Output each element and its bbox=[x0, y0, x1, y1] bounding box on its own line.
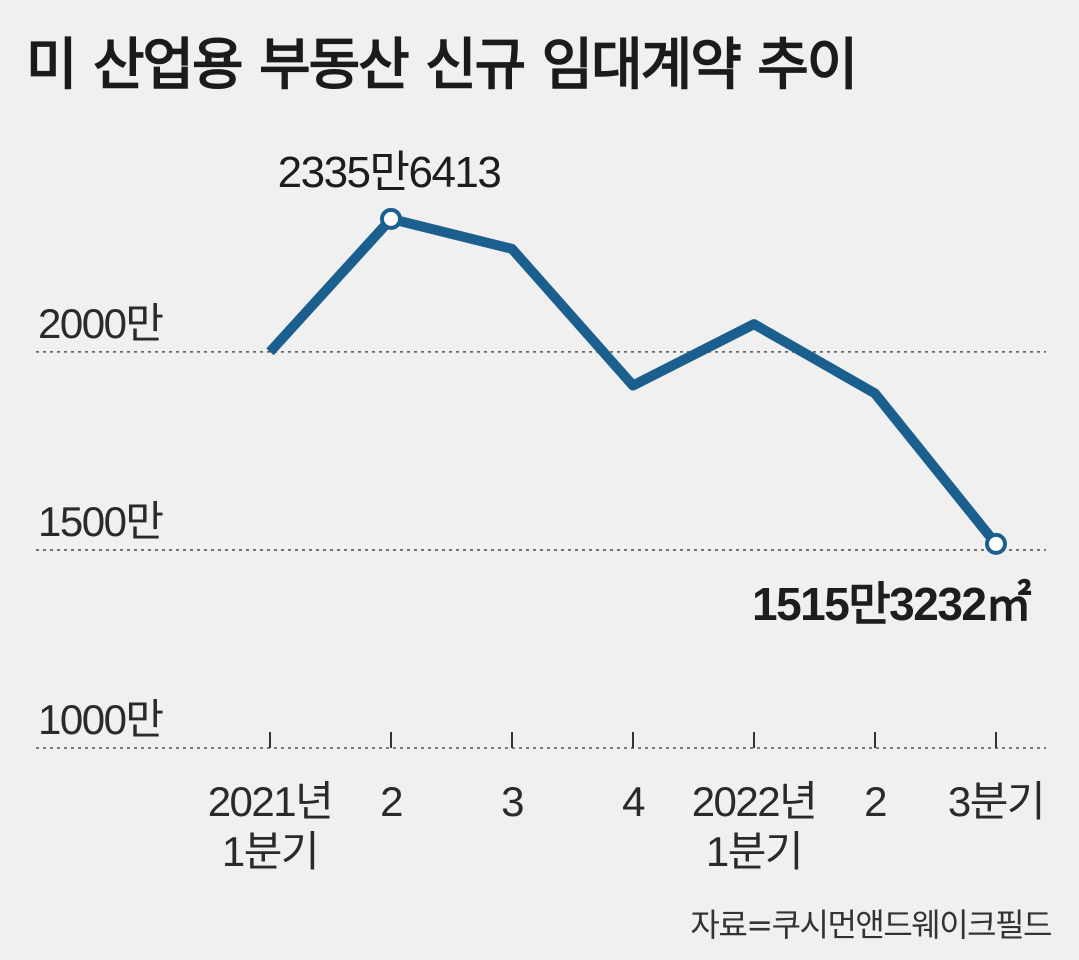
x-tick-label-1: 2 bbox=[380, 778, 402, 825]
x-tick-label-4: 2022년 1분기 bbox=[692, 778, 817, 875]
chart-title: 미 산업용 부동산 신규 임대계약 추이 bbox=[26, 33, 858, 98]
y-tick-label-1: 1500만 bbox=[38, 498, 163, 545]
data-point-6 bbox=[985, 532, 1007, 555]
annotations: 2335만6413 1515만3232㎡ bbox=[278, 148, 1033, 630]
point-markers bbox=[380, 207, 1007, 555]
y-tick-label-0: 1000만 bbox=[38, 696, 163, 743]
x-tick-label-0: 2021년 1분기 bbox=[208, 778, 333, 875]
data-label-6: 1515만3232㎡ bbox=[752, 578, 1031, 630]
series-line bbox=[266, 213, 1000, 547]
y-tick-label-2: 2000만 bbox=[38, 300, 163, 347]
y-axis-labels: 1000만 1500만 2000만 bbox=[38, 300, 165, 743]
x-tick-label-5: 2 bbox=[864, 778, 886, 825]
x-tick-label-2: 3 bbox=[501, 778, 523, 825]
grid-lines bbox=[36, 351, 1046, 749]
source-note: 자료=쿠시먼앤드웨이크필드 bbox=[690, 906, 1052, 944]
series-line-0 bbox=[266, 213, 1000, 547]
data-label-1: 2335만6413 bbox=[278, 148, 501, 197]
data-point-1 bbox=[380, 207, 402, 230]
x-axis-labels: 2021년 1분기 2 3 4 2022년 1분기 2 3분기 bbox=[208, 778, 1046, 875]
x-tick-label-3: 4 bbox=[622, 778, 645, 825]
x-axis-ticks bbox=[269, 732, 997, 748]
x-tick-label-6: 3분기 bbox=[948, 778, 1044, 825]
